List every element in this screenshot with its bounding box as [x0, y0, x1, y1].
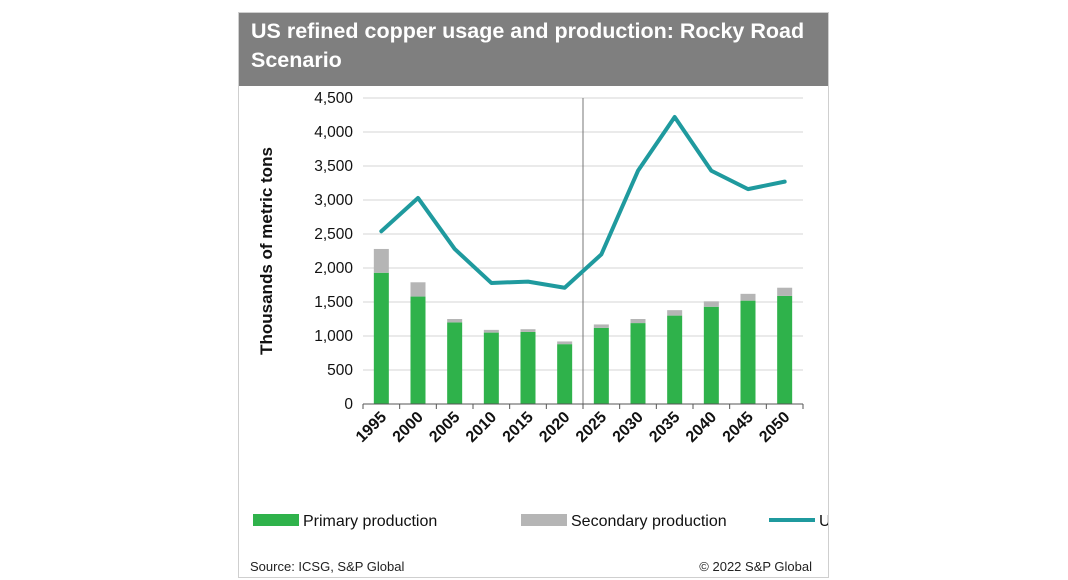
chart-card: US refined copper usage and production: …	[238, 12, 829, 578]
x-tick-label: 1995	[353, 409, 390, 446]
legend-usage-swatch	[769, 518, 815, 522]
x-tick-label: 2025	[573, 409, 610, 446]
primary-production-bar	[557, 344, 573, 404]
x-tick-label: 2040	[683, 409, 720, 446]
title-bar: US refined copper usage and production: …	[239, 13, 828, 86]
primary-production-bar	[740, 300, 756, 404]
usage-point	[454, 248, 456, 250]
x-tick-label: 2020	[536, 409, 573, 446]
y-axis-label: Thousands of metric tons	[257, 147, 276, 355]
usage-point	[527, 281, 529, 283]
y-tick-label: 500	[327, 362, 353, 379]
secondary-production-bar	[557, 341, 573, 345]
secondary-production-bar	[447, 319, 463, 323]
usage-point	[564, 287, 566, 289]
usage-point	[747, 188, 749, 190]
secondary-production-bar	[740, 293, 756, 301]
y-tick-label: 2,000	[314, 260, 353, 277]
legend-primary-production-swatch	[253, 514, 299, 526]
legend-secondary-production-label: Secondary production	[571, 513, 727, 530]
chart-title: US refined copper usage and production: …	[251, 19, 805, 72]
copyright-note: © 2022 S&P Global	[699, 559, 812, 574]
primary-production-bar	[447, 322, 463, 404]
usage-point	[637, 170, 639, 172]
y-tick-label: 3,000	[314, 192, 353, 209]
usage-point	[490, 282, 492, 284]
secondary-production-bar	[630, 319, 646, 324]
primary-production-bar	[373, 272, 389, 404]
primary-production-bar	[483, 332, 499, 404]
secondary-production-bar	[520, 329, 536, 332]
primary-production-bar	[703, 306, 719, 404]
usage-point	[710, 170, 712, 172]
primary-production-bar	[667, 315, 683, 404]
legend-usage-label: Usage	[819, 513, 828, 530]
y-tick-label: 4,500	[314, 90, 353, 107]
primary-production-bar	[410, 296, 426, 404]
x-tick-label: 2030	[610, 409, 647, 446]
primary-production-bar	[777, 295, 793, 404]
usage-line	[379, 115, 787, 290]
y-tick-label: 4,000	[314, 124, 353, 141]
secondary-production-bar	[667, 310, 683, 316]
x-tick-label: 2010	[463, 409, 500, 446]
x-tick-label: 2000	[390, 409, 427, 446]
x-tick-label: 2035	[646, 409, 683, 446]
secondary-production-bar	[593, 324, 609, 328]
y-tick-label: 1,500	[314, 294, 353, 311]
secondary-production-bar	[703, 301, 719, 307]
x-tick-label: 2005	[426, 409, 463, 446]
y-tick-label: 1,000	[314, 328, 353, 345]
secondary-production-bar	[777, 287, 793, 296]
legend-secondary-production-swatch	[521, 514, 567, 526]
secondary-production-bar	[410, 282, 426, 297]
secondary-production-bar	[483, 329, 499, 333]
y-tick-label: 2,500	[314, 226, 353, 243]
secondary-production-bar	[373, 248, 389, 273]
y-tick-label: 0	[344, 396, 353, 413]
y-tick-label: 3,500	[314, 158, 353, 175]
usage-point	[417, 197, 419, 199]
usage-point	[380, 230, 382, 232]
source-note: Source: ICSG, S&P Global	[250, 559, 405, 574]
x-tick-label: 2015	[500, 409, 537, 446]
legend-primary-production-label: Primary production	[303, 513, 437, 530]
chart-plot: 0 500 1,000 1,500 2,000 2,500 3,000 3,500 4,000 4…	[253, 90, 828, 530]
usage-point	[674, 116, 676, 118]
usage-point	[600, 253, 602, 255]
x-tick-label: 2045	[720, 409, 757, 446]
primary-production-bar	[630, 323, 646, 404]
usage-point	[784, 181, 786, 183]
x-tick-label: 2050	[756, 409, 793, 446]
primary-production-bar	[593, 327, 609, 404]
primary-production-bar	[520, 331, 536, 404]
